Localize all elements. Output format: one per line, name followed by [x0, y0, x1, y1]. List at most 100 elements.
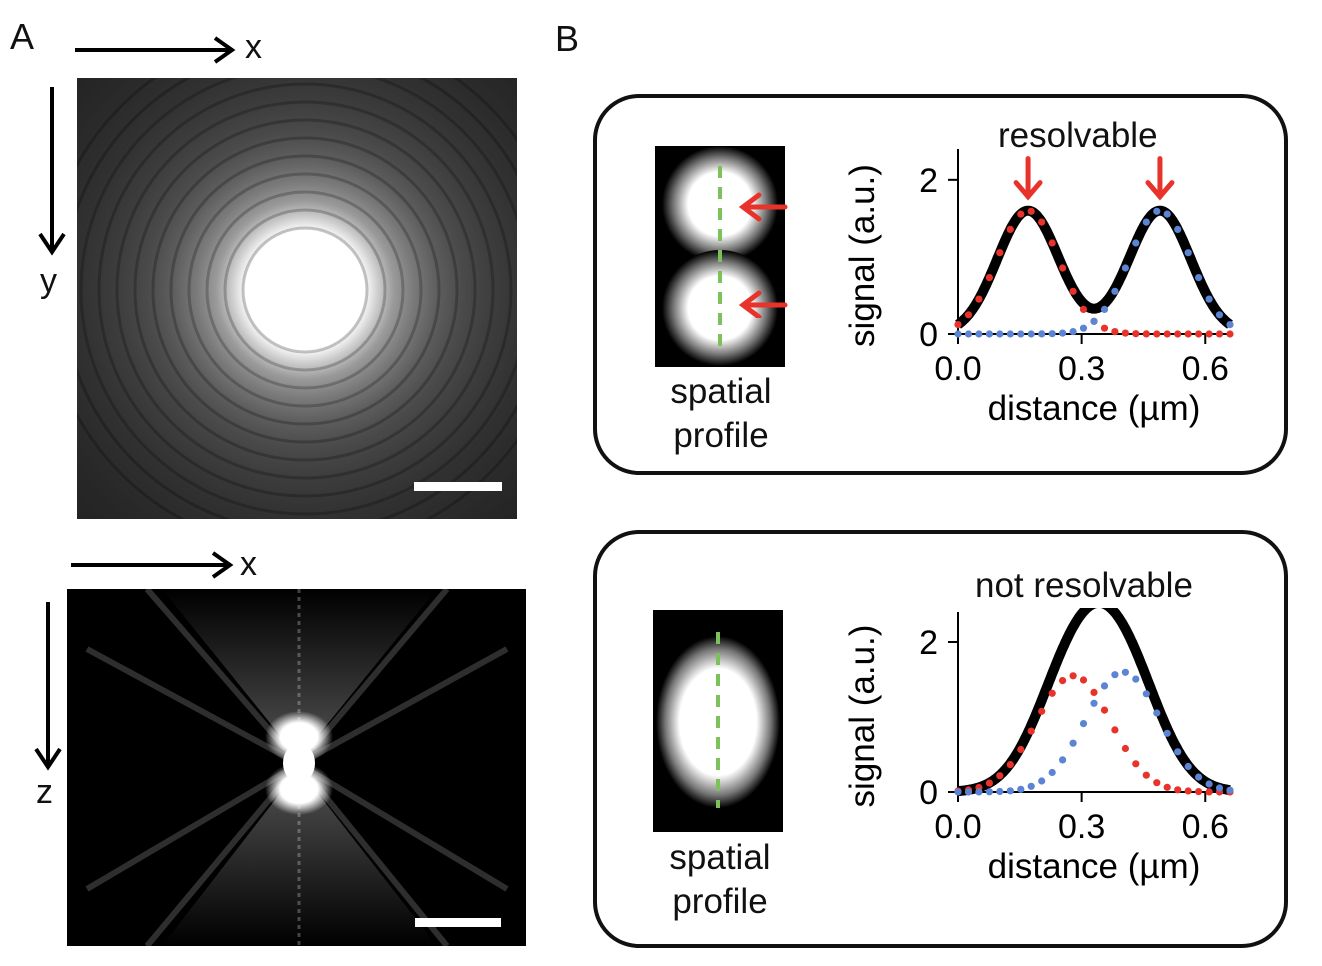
chart-1-data-point: [1215, 784, 1224, 792]
y-axis-arrow: [38, 87, 66, 256]
chart-title-not-resolvable: not resolvable: [975, 566, 1193, 605]
chart-1-data-point: [1100, 682, 1109, 690]
chart-1-data-point: [1184, 762, 1192, 771]
chart-1-data-point: [1017, 745, 1025, 754]
chart-1-data-point: [1027, 782, 1035, 790]
chart-1-data-point: [1226, 786, 1234, 794]
caption-line1: spatial: [670, 372, 772, 411]
chart-1-data-point: [1090, 699, 1098, 707]
chart-1-data-point: [1205, 780, 1213, 788]
chart-0-data-point: [1121, 329, 1129, 337]
chart-0-data-point: [1142, 218, 1150, 226]
chart-0-data-point: [964, 330, 973, 338]
chart-1-series-2-dots: [954, 668, 1234, 796]
chart-0-data-point: [1100, 324, 1109, 332]
chart-1-data-point: [1038, 777, 1046, 785]
chart-1-data-point: [1205, 788, 1213, 796]
chart-0-data-point: [1111, 287, 1119, 295]
chart-title-resolvable: resolvable: [998, 116, 1158, 155]
chart-1-sum-line: [954, 608, 1234, 797]
merged-spot-image: [653, 610, 783, 832]
chart-1-data-point: [964, 788, 973, 796]
chart-0-data-point: [975, 295, 983, 303]
chart-0-data-point: [1215, 311, 1224, 319]
chart-0-data-point: [1027, 330, 1035, 338]
x-axis-label-bottom: x: [240, 545, 257, 583]
chart-1-data-point: [1069, 739, 1077, 747]
x-axis-arrow-bottom: [71, 551, 234, 579]
chart-0-data-point: [1153, 207, 1161, 215]
chart-1-data-point: [1195, 788, 1203, 796]
chart-1-data-point: [1059, 677, 1067, 685]
chart-1-data-point: [1079, 720, 1088, 728]
chart-0-data-point: [1038, 218, 1046, 226]
chart-1-data-point: [975, 788, 983, 796]
chart-0-data-point: [1027, 207, 1035, 215]
chart-0-data-point: [1079, 305, 1088, 313]
chart-0-data-point: [1163, 330, 1171, 338]
caption-line1: spatial: [669, 838, 771, 877]
chart-0-data-point: [1205, 330, 1213, 338]
chart-0-data-point: [1069, 328, 1077, 336]
chart-0-data-point: [975, 330, 983, 338]
chart-1-data-point: [1121, 744, 1129, 753]
chart-0-sum-line: [954, 205, 1234, 329]
chart-1-data-point: [1006, 761, 1014, 769]
chart-0-data-point: [1132, 239, 1140, 247]
chart-0-series-2-dots: [954, 207, 1234, 338]
chart-1-data-point: [1090, 688, 1098, 696]
chart-0-data-point: [1205, 295, 1213, 303]
chart-1-data-point: [1069, 672, 1077, 680]
chart-0-data-point: [1059, 264, 1067, 272]
chart-0-data-point: [1100, 305, 1109, 313]
chart-1-x-tick-label: 0.6: [1182, 808, 1229, 846]
chart-1-data-point: [1111, 726, 1119, 734]
chart-0-data-point: [1017, 330, 1025, 338]
chart-0-data-point: [1059, 329, 1067, 337]
chart-1-data-point: [985, 788, 993, 796]
two-spots-image: [655, 146, 785, 367]
chart-1-data-point: [1142, 690, 1150, 698]
chart-0-data-point: [996, 330, 1004, 338]
chart-0-peak-arrow-head: [1013, 180, 1043, 201]
chart-0-data-point: [1226, 330, 1234, 338]
chart-1-data-point: [1174, 748, 1182, 756]
chart-0-data-point: [964, 311, 973, 319]
caption-line2: profile: [673, 416, 769, 455]
x-axis-label-top: x: [245, 28, 262, 66]
chart-0-data-point: [1142, 330, 1150, 338]
chart-0-x-axis-label: distance (µm): [988, 389, 1201, 428]
red-arrows-resolvable: [738, 192, 788, 318]
chart-0-x-tick-label: 0.6: [1182, 350, 1229, 388]
y-axis-label: y: [40, 262, 57, 300]
chart-1-data-point: [1153, 779, 1161, 787]
caption-line2: profile: [672, 882, 768, 921]
chart-0-y-axis-label: signal (a.u.): [843, 164, 882, 347]
chart-0-peak-arrow-head: [1145, 180, 1175, 201]
chart-1-data-point: [1153, 709, 1161, 717]
chart-1-y-tick-label: 2: [919, 624, 938, 662]
airy-disk: [77, 78, 517, 519]
chart-0-data-point: [1006, 225, 1014, 233]
chart-1-data-point: [1132, 760, 1140, 768]
chart-0-data-point: [1215, 330, 1224, 338]
chart-1-data-point: [1174, 786, 1182, 794]
chart-0-data-point: [1048, 330, 1056, 338]
chart-1-data-point: [1195, 773, 1203, 781]
chart-1-data-point: [1079, 676, 1088, 684]
chart-0-data-point: [954, 321, 962, 329]
chart-1-data-point: [954, 788, 962, 796]
chart-1-data-point: [1038, 707, 1046, 715]
chart-0-data-point: [1174, 330, 1182, 338]
chart-0-data-point: [1111, 328, 1119, 336]
chart-1-data-point: [1048, 689, 1056, 697]
chart-1-data-point: [1048, 768, 1056, 777]
chart-0-data-point: [1132, 330, 1140, 338]
chart-1-data-point: [1017, 785, 1025, 793]
scale-bar-bottom: [415, 918, 501, 927]
chart-0-data-point: [1069, 287, 1077, 295]
chart-1-data-point: [1142, 771, 1150, 779]
chart-0-y-tick-label: 0: [919, 316, 938, 354]
chart-1-data-point: [1184, 787, 1192, 795]
